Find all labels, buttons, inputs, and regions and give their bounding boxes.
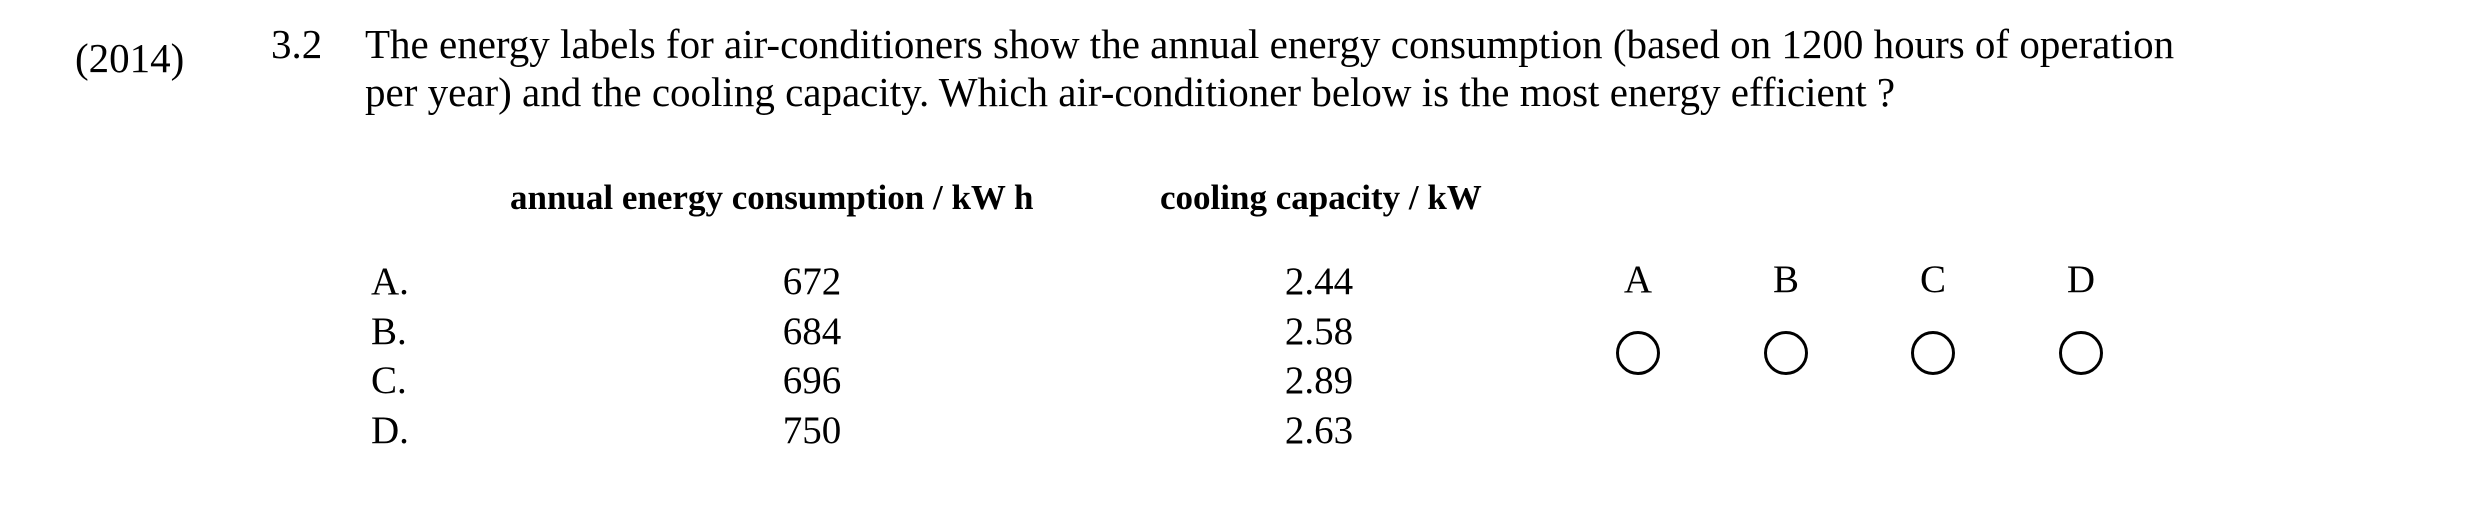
capacity-value: 2.89	[1284, 359, 1354, 402]
capacity-value: 2.63	[1284, 409, 1354, 452]
answer-letter-d: D	[2066, 258, 2096, 301]
question-text-line-2: per year) and the cooling capacity. Whic…	[365, 69, 1896, 115]
option-label: C.	[371, 359, 407, 402]
answer-bubble-a[interactable]	[1616, 331, 1660, 375]
option-label: D.	[371, 409, 409, 452]
question-text-line-1: The energy labels for air-conditioners s…	[365, 21, 2175, 67]
option-label: B.	[371, 310, 407, 353]
consumption-value: 750	[782, 409, 842, 452]
answer-letter-a: A	[1623, 258, 1653, 301]
option-label: A.	[371, 260, 409, 303]
consumption-value: 672	[782, 260, 842, 303]
consumption-value: 696	[782, 359, 842, 402]
question-year: (2014)	[75, 35, 185, 81]
question-number: 3.2	[271, 21, 323, 67]
answer-bubble-c[interactable]	[1911, 331, 1955, 375]
consumption-value: 684	[782, 310, 842, 353]
capacity-value: 2.44	[1284, 260, 1354, 303]
answer-letter-b: B	[1772, 258, 1799, 301]
answer-bubble-d[interactable]	[2059, 331, 2103, 375]
answer-bubble-b[interactable]	[1764, 331, 1808, 375]
header-cooling-capacity: cooling capacity / kW	[1160, 178, 1482, 217]
header-annual-energy-consumption: annual energy consumption / kW h	[510, 178, 1034, 217]
answer-letter-c: C	[1919, 258, 1946, 301]
capacity-value: 2.58	[1284, 310, 1354, 353]
